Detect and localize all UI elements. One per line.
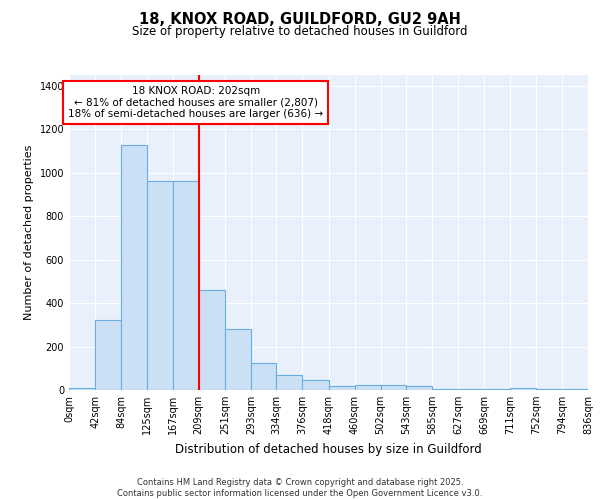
Bar [121,144,146,390]
Bar [355,384,380,390]
Bar [329,386,355,390]
X-axis label: Distribution of detached houses by size in Guildford: Distribution of detached houses by size … [175,442,482,456]
Bar [69,388,95,390]
Bar [251,363,277,390]
Bar [146,182,173,390]
Text: Size of property relative to detached houses in Guildford: Size of property relative to detached ho… [132,25,468,38]
Bar [302,380,329,390]
Bar [173,182,199,390]
Bar [406,386,432,390]
Bar [277,375,302,390]
Bar [95,320,121,390]
Bar [484,389,511,390]
Bar [225,329,251,390]
Bar [432,389,458,390]
Bar [458,389,484,390]
Bar [536,389,562,390]
Y-axis label: Number of detached properties: Number of detached properties [24,145,34,320]
Bar [199,290,225,390]
Text: 18, KNOX ROAD, GUILDFORD, GU2 9AH: 18, KNOX ROAD, GUILDFORD, GU2 9AH [139,12,461,28]
Bar [380,384,406,390]
Text: Contains HM Land Registry data © Crown copyright and database right 2025.
Contai: Contains HM Land Registry data © Crown c… [118,478,482,498]
Text: 18 KNOX ROAD: 202sqm
← 81% of detached houses are smaller (2,807)
18% of semi-de: 18 KNOX ROAD: 202sqm ← 81% of detached h… [68,86,323,119]
Bar [562,389,588,390]
Bar [511,388,536,390]
